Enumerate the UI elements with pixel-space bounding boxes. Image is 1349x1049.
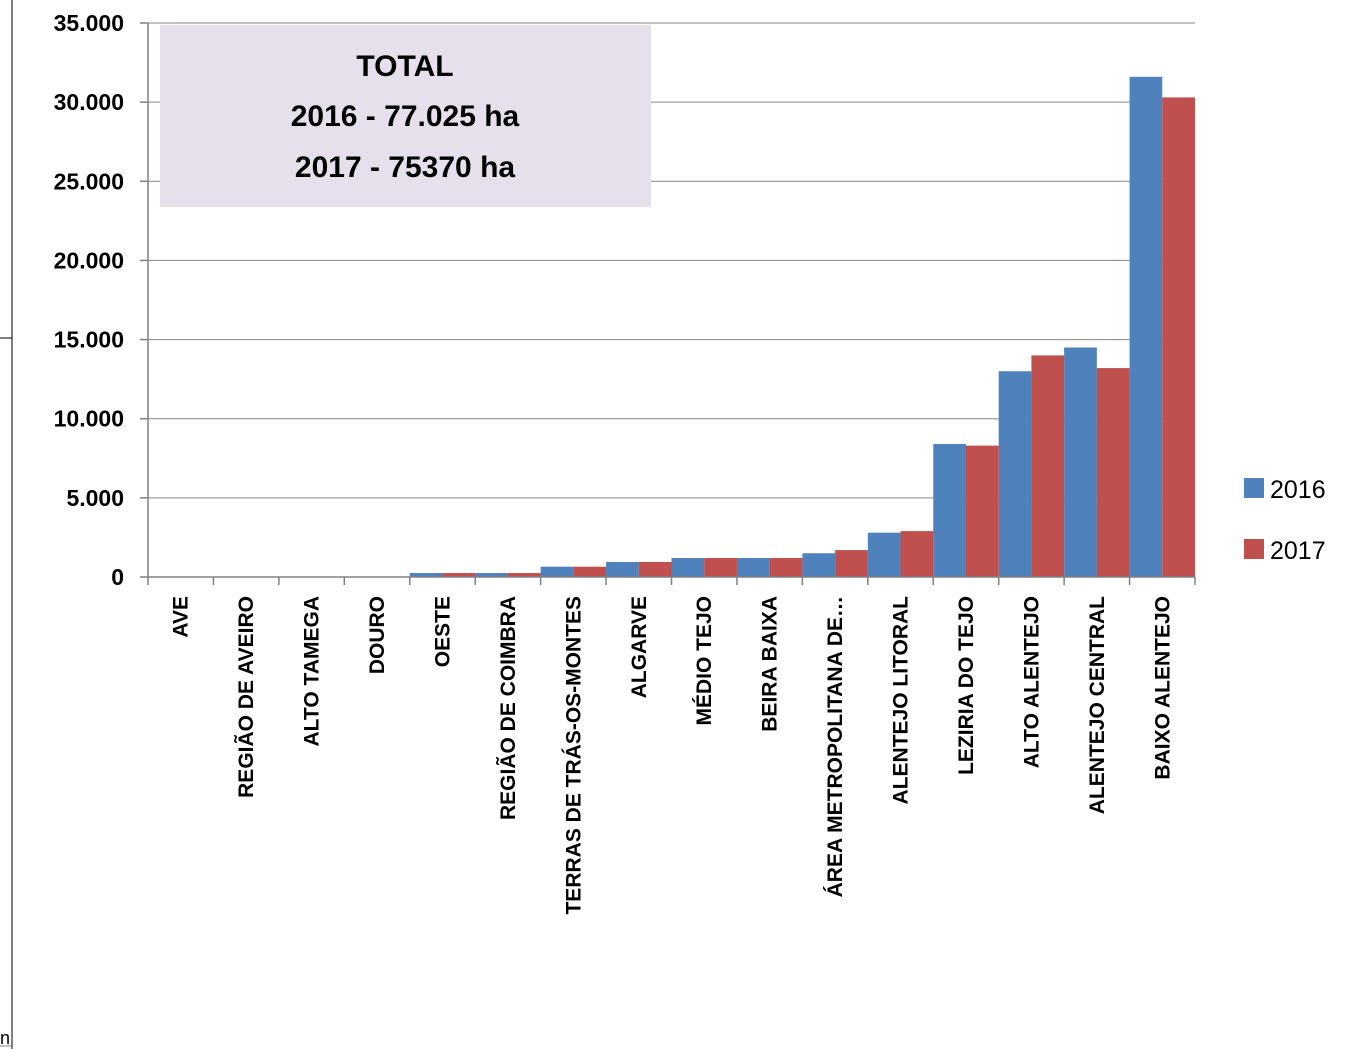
y-tick-label: 30.000 [54,89,124,115]
bar-2016-4 [409,573,443,577]
bar-2016-10 [802,553,836,577]
bar-2017-6 [573,566,607,577]
bar-2017-10 [835,550,868,577]
y-tick-label: 20.000 [54,247,124,273]
bar-2017-11 [900,531,934,577]
legend: 2016 2017 [1244,476,1326,565]
x-category-label: DOURO [366,596,389,674]
bar-2016-6 [540,566,574,577]
y-tick-label: 25.000 [54,168,124,194]
x-category-label: MÉDIO TEJO [693,596,716,726]
bar-2016-12 [933,444,966,577]
x-category-label: AVE [170,596,193,638]
bar-2016-15 [1129,76,1163,578]
x-category-label: LEZIRIA DO TEJO [955,596,978,775]
bar-2017-5 [507,573,541,577]
margin-glyph: n [0,1028,10,1048]
x-category-label: BAIXO ALENTEJO [1151,596,1174,780]
y-tick-label: 0 [111,564,124,590]
legend-swatch-2016 [1244,478,1264,498]
x-category-label: REGIÃO DE AVEIRO [235,596,258,798]
total-annotation: TOTAL 2016 - 77.025 ha 2017 - 75370 ha [160,25,651,207]
y-tick-label: 5.000 [66,485,124,511]
y-tick-label: 15.000 [54,327,124,353]
bar-2016-14 [1064,347,1097,577]
bar-2016-11 [867,532,901,577]
bar-2017-14 [1096,368,1130,577]
bar-2016-8 [671,558,705,577]
legend-swatch-2017 [1244,539,1264,559]
bar-2017-8 [704,558,737,577]
x-category-label: ALENTEJO CENTRAL [1086,596,1109,814]
bar-2016-7 [606,561,639,577]
bar-2017-15 [1162,97,1195,577]
annotation-line-2: 2016 - 77.025 ha [291,100,520,133]
annotation-box [160,25,651,207]
bar-2016-9 [736,558,770,577]
x-category-label: ALENTEJO LITORAL [890,596,913,805]
bar-series [148,76,1195,578]
x-axis-ticks: AVE REGIÃO DE AVEIRO ALTO TAMEGA DOURO OESTE… [147,577,1196,915]
x-category-label: ALTO TAMEGA [301,596,324,747]
bar-2017-7 [638,561,672,577]
x-category-label: OESTE [431,596,454,667]
annotation-line-1: TOTAL [356,50,453,83]
x-category-label: REGIÃO DE COIMBRA [497,596,520,820]
legend-label-2016: 2016 [1270,476,1326,504]
bar-2017-12 [965,445,999,577]
annotation-line-3: 2017 - 75370 ha [295,151,515,184]
x-category-label: ÁREA METROPOLITANA DE… [824,596,847,897]
bar-2016-5 [475,573,508,577]
bar-2017-13 [1031,355,1065,577]
y-tick-label: 10.000 [54,406,124,432]
x-category-label: ALGARVE [628,596,651,698]
x-category-label: ALTO ALENTEJO [1020,596,1043,768]
gridlines [148,22,1195,499]
bar-2017-4 [442,573,476,577]
legend-label-2017: 2017 [1270,537,1326,565]
bar-2017-9 [769,558,803,577]
x-category-label: TERRAS DE TRÁS-OS-MONTES [562,596,585,915]
bar-2016-13 [998,371,1032,577]
y-tick-label: 35.000 [54,10,124,36]
x-category-label: BEIRA BAIXA [759,596,782,732]
y-axis-ticks: 0 5.000 10.000 15.000 20.000 25.000 30.000 35.0… [54,10,148,590]
